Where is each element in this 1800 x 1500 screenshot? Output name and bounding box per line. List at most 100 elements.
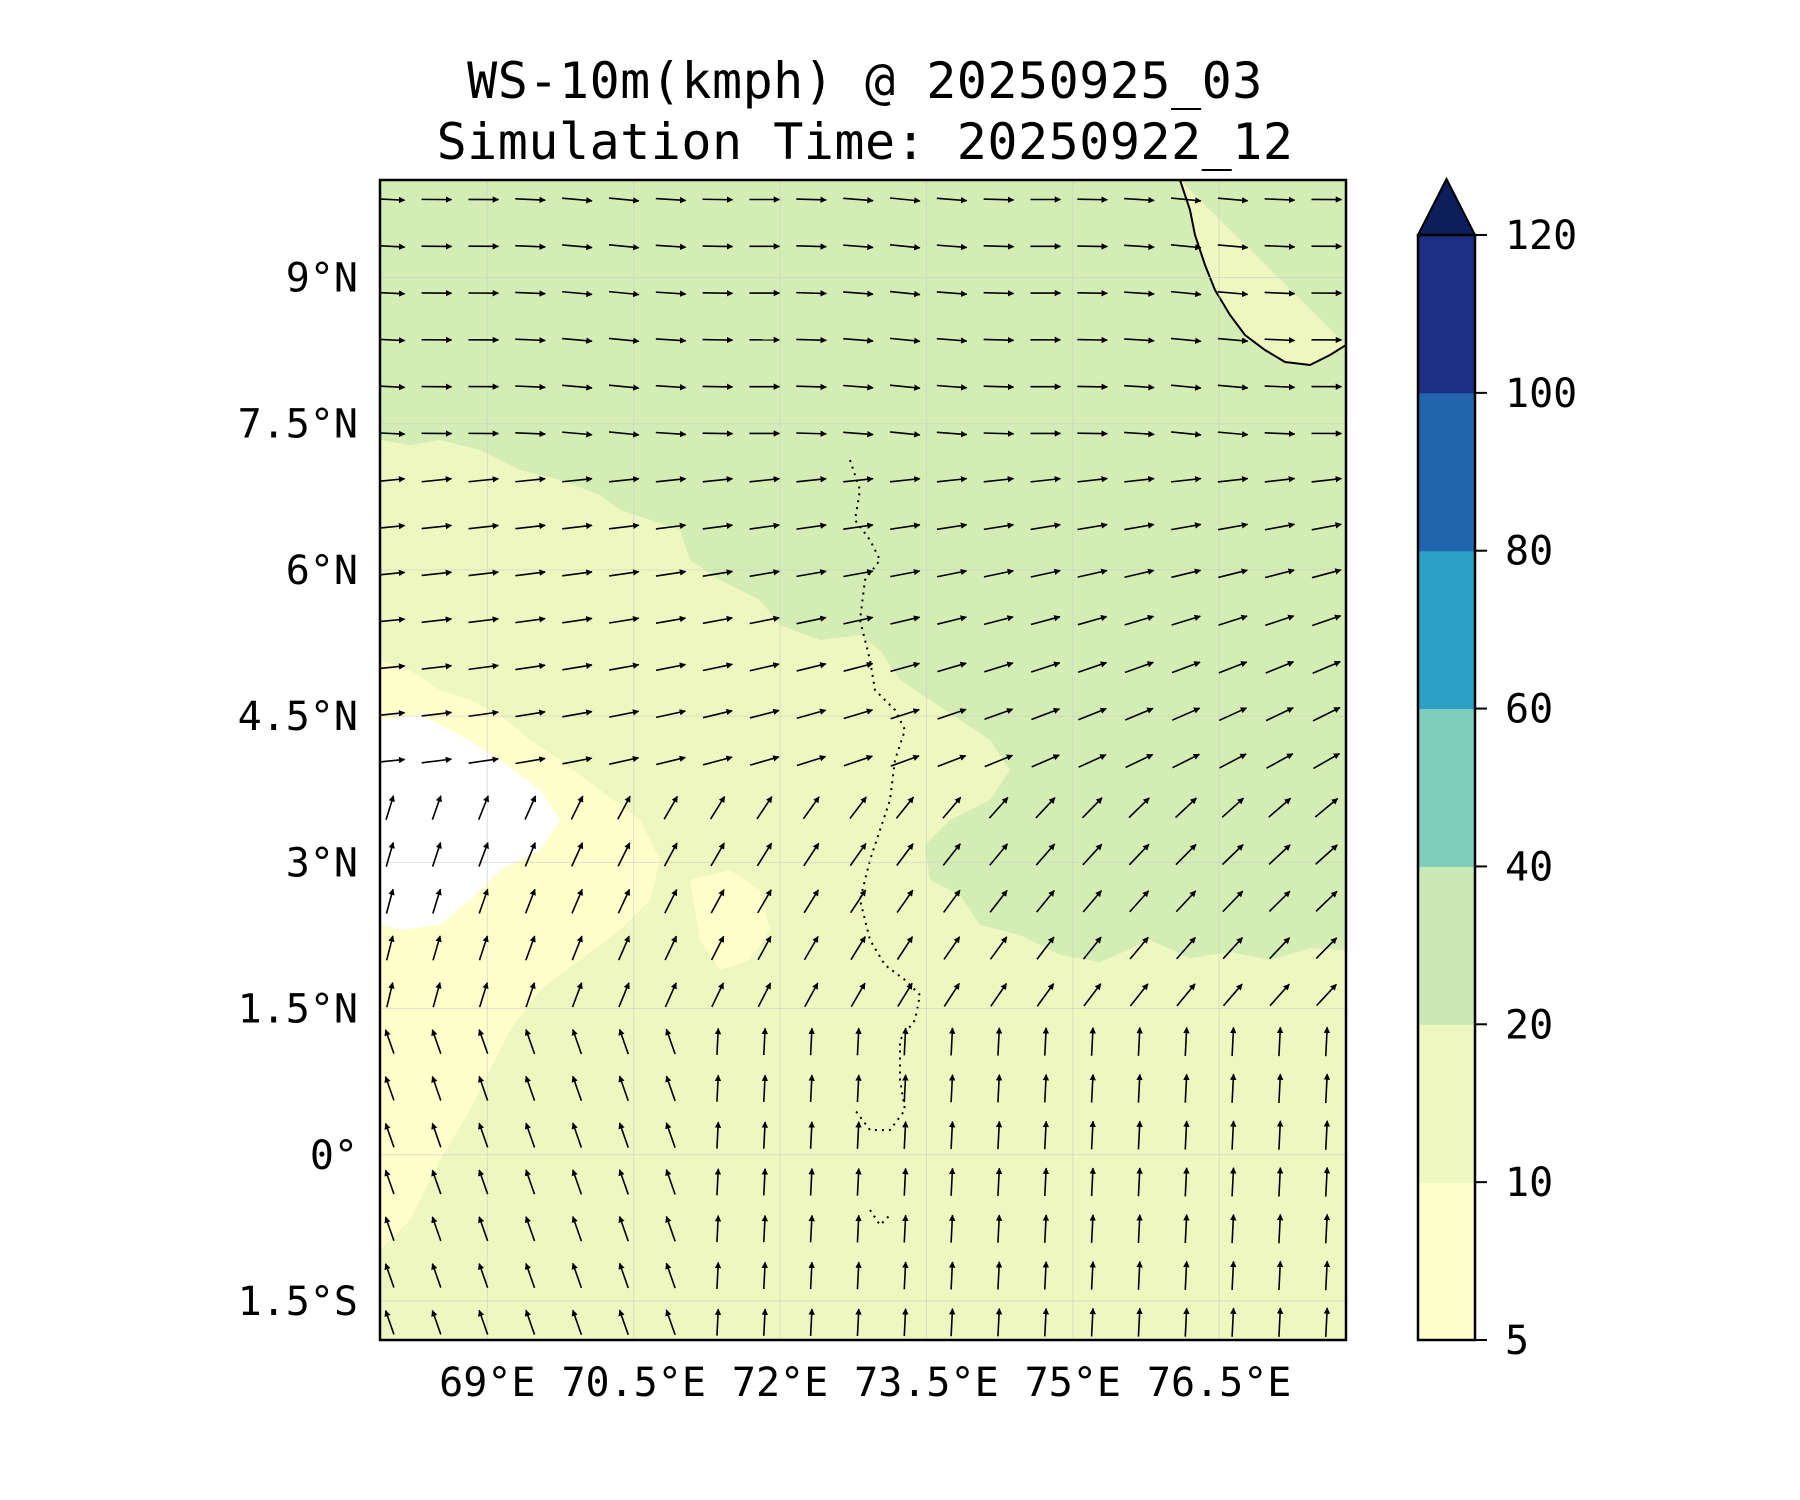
colorbar-tick-label: 5 — [1505, 1318, 1529, 1364]
wind-vector-arrow — [1264, 337, 1296, 344]
wind-vector-arrow — [608, 337, 640, 344]
wind-vector-arrow — [656, 755, 686, 766]
wind-vector-arrow — [431, 1029, 442, 1054]
wind-vector-arrow — [757, 889, 772, 914]
wind-vector-arrow — [1136, 1073, 1143, 1103]
wind-vector-arrow — [749, 615, 780, 625]
wind-vector-arrow — [983, 336, 1015, 344]
colorbar-frame — [1416, 233, 1477, 1342]
map-title-line-1: WS-10m(kmph) @ 20250925_03 — [467, 52, 1263, 110]
wind-vector-arrow — [1323, 1213, 1331, 1244]
wind-vector-arrow — [478, 1216, 489, 1242]
wind-vector-arrow — [664, 982, 677, 1008]
wind-vector-arrow — [1171, 661, 1201, 674]
wind-vector-arrow — [1077, 243, 1108, 250]
wind-vector-arrow — [843, 708, 874, 720]
wind-vector-arrow — [380, 430, 406, 438]
wind-vector-arrow — [1089, 1120, 1096, 1150]
wind-vector-arrow — [1268, 844, 1291, 865]
lat-tick-label: 9°N — [286, 255, 358, 301]
lat-tick-label: 1.5°N — [238, 987, 358, 1033]
wind-vector-arrow — [380, 616, 406, 623]
wind-vector-arrow — [1230, 1120, 1237, 1150]
wind-vector-arrow — [937, 754, 967, 768]
wind-vector-arrow — [808, 1121, 815, 1149]
wind-vector-arrow — [1264, 196, 1296, 204]
wind-vector-arrow — [843, 615, 874, 625]
wind-vector-arrow — [749, 569, 780, 578]
wind-vector-arrow — [761, 1168, 769, 1196]
wind-vector-arrow — [1124, 196, 1155, 204]
colorbar-segment — [1418, 550, 1475, 710]
wind-vector-arrow — [655, 337, 687, 344]
wind-vector-arrow — [515, 337, 546, 344]
colorbar: 5 10 20 40 60 80 100 120 — [1416, 176, 1577, 1364]
wind-vector-arrow — [1129, 936, 1149, 960]
wind-vector-arrow — [890, 615, 921, 625]
wind-band-20-40 — [380, 180, 1346, 962]
wind-vector-arrow — [1222, 937, 1244, 960]
wind-vector-arrow — [562, 243, 593, 251]
wind-vector-arrow — [995, 1307, 1003, 1337]
wind-vector-arrow — [1276, 1167, 1284, 1197]
wind-vector-arrow — [1264, 568, 1295, 579]
wind-vector-arrow — [1276, 1260, 1284, 1291]
colorbar-tick-label: 100 — [1505, 371, 1577, 417]
wind-vector-arrow — [468, 616, 499, 624]
wind-vector-arrow — [1266, 753, 1294, 769]
wind-vector-arrow — [802, 796, 820, 820]
wind-vector-arrow — [761, 1261, 769, 1290]
wind-vector-arrow — [936, 290, 968, 297]
wind-vector-arrow — [1042, 1120, 1050, 1150]
wind-vector-arrow — [855, 1214, 862, 1243]
wind-vector-arrow — [983, 196, 1015, 203]
wind-vector-arrow — [431, 795, 442, 820]
wind-vector-arrow — [936, 430, 968, 438]
wind-vector-arrow — [384, 1309, 395, 1335]
wind-vector-arrow — [1276, 1213, 1284, 1244]
wind-vector-arrow — [803, 842, 820, 867]
wind-vector-arrow — [618, 1122, 630, 1148]
wind-vector-arrow — [995, 1167, 1003, 1196]
wind-vector-arrow — [524, 1028, 536, 1055]
wind-vector-arrow — [936, 384, 968, 391]
wind-vector-arrow — [702, 476, 734, 483]
wind-vector-arrow — [1323, 1307, 1331, 1337]
wind-vector-arrow — [843, 522, 874, 530]
wind-vector-arrow — [571, 982, 583, 1008]
map-plot-area — [380, 180, 1346, 1340]
wind-vector-arrow — [948, 1074, 956, 1103]
wind-vector-arrow — [618, 1169, 630, 1195]
wind-vector-arrow — [948, 1027, 956, 1056]
wind-vector-arrow — [608, 569, 640, 577]
wind-vector-arrow — [936, 522, 968, 531]
wind-vector-arrow — [702, 430, 734, 437]
wind-vector-arrow — [948, 1308, 956, 1337]
wind-vector-arrow — [515, 569, 546, 577]
wind-vector-arrow — [843, 384, 874, 391]
wind-vector-arrow — [702, 662, 733, 672]
wind-vector-arrow — [1171, 707, 1201, 721]
map-title-line-2: Simulation Time: 20250922_12 — [436, 113, 1294, 171]
lon-tick-label: 76.5°E — [1147, 1360, 1292, 1406]
wind-vector-arrow — [761, 1308, 769, 1336]
wind-vector-arrow — [515, 243, 546, 250]
wind-vector-arrow — [655, 384, 687, 391]
wind-vector-arrow — [608, 476, 640, 483]
wind-vector-arrow — [655, 430, 687, 438]
wind-vector-arrow — [1042, 1027, 1050, 1056]
wind-vector-arrow — [478, 935, 489, 961]
wind-vector-arrow — [890, 661, 921, 673]
wind-vector-arrow — [1036, 890, 1055, 913]
wind-vector-arrow — [609, 709, 640, 718]
wind-vector-arrow — [714, 1121, 722, 1149]
wind-vector-arrow — [468, 522, 499, 530]
wind-vector-arrow — [1124, 430, 1155, 438]
wind-vector-arrow — [1172, 753, 1200, 769]
wind-vector-arrow — [984, 661, 1014, 673]
wind-vector-arrow — [1269, 983, 1290, 1007]
wind-vector-arrow — [571, 1075, 583, 1102]
wind-vector-arrow — [1264, 430, 1296, 438]
wind-vector-arrow — [902, 1261, 909, 1290]
wind-vector-arrow — [1264, 522, 1296, 531]
